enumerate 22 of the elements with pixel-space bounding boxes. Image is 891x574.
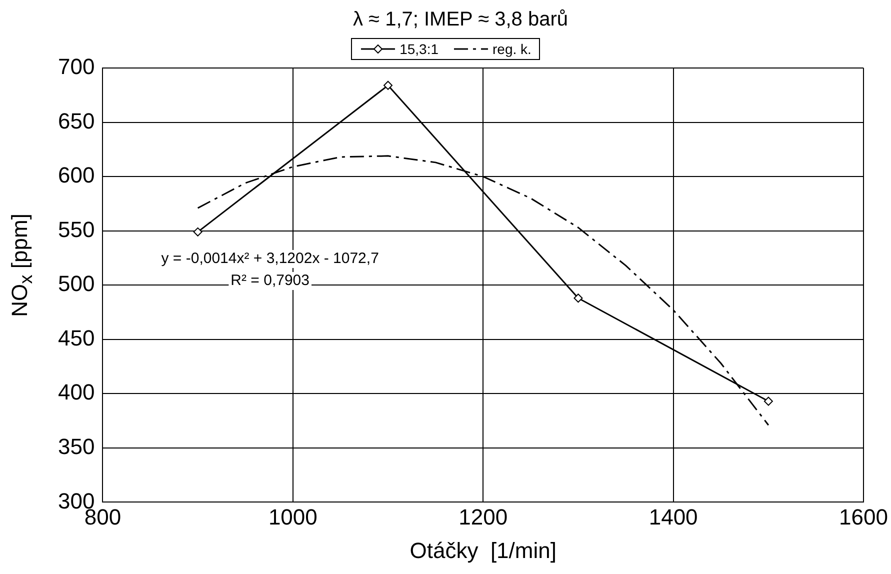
legend-label: 15,3:1: [400, 41, 439, 57]
point: [574, 294, 583, 303]
chart-title: λ ≈ 1,7; IMEP ≈ 3,8 barů: [352, 8, 568, 31]
y-tick-label: 550: [58, 216, 95, 242]
annotation: R² = 0,7903: [230, 272, 310, 290]
point: [764, 396, 773, 406]
point: [384, 80, 393, 90]
x-tick-label: 1200: [458, 504, 508, 530]
y-tick-label: 600: [58, 162, 95, 188]
y-tick-label: 450: [58, 325, 95, 350]
y-tick-label: 650: [58, 108, 95, 134]
y-tick-label: 500: [58, 271, 95, 296]
x-tick-label: 1400: [648, 504, 698, 530]
legend-label: reg. k.: [492, 41, 532, 57]
y-tick-label: 350: [58, 434, 95, 459]
x-axis-title: Otáčky [1/min]: [410, 538, 556, 563]
x-tick-label: 1600: [839, 504, 888, 530]
y-tick-label: 700: [58, 54, 95, 80]
annotation: y = -0,0014x² + 3,1202x - 1072,7: [161, 250, 379, 268]
y-tick-label: 400: [58, 380, 95, 405]
x-tick-label: 1000: [268, 504, 318, 530]
point: [193, 227, 202, 236]
